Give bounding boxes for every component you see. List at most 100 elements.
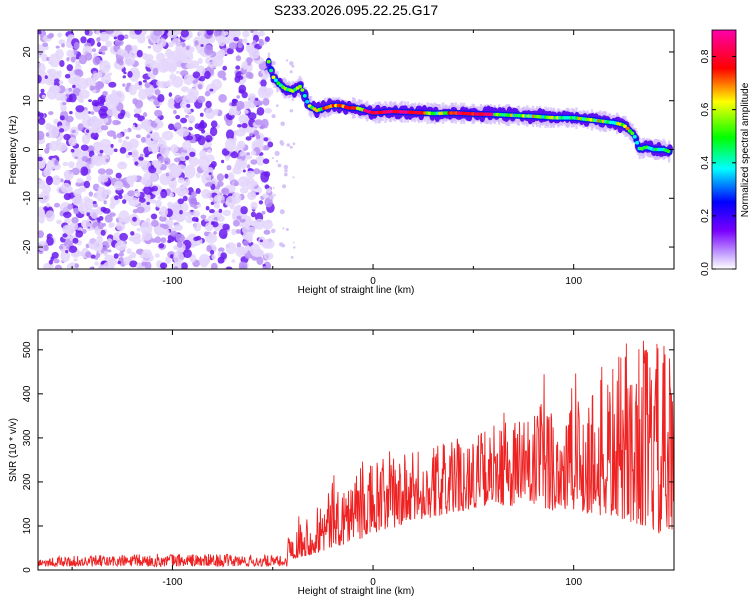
spectrogram-y-label: Frequency (Hz) (8, 116, 19, 185)
noise-blob (225, 201, 230, 206)
noise-blob (54, 85, 59, 91)
noise-blob (196, 202, 200, 205)
spectrogram-y-ticks: -20 -10 0 10 20 (22, 46, 674, 254)
noise-blob (144, 82, 151, 88)
noise-blob (192, 71, 201, 79)
noise-blob (161, 57, 173, 72)
noise-blob (55, 49, 64, 60)
noise-blob (264, 36, 270, 42)
noise-blob (149, 173, 159, 183)
noise-blob (68, 161, 75, 169)
noise-blob (48, 60, 54, 65)
noise-blob (239, 218, 246, 223)
noise-blob (72, 84, 76, 89)
noise-blob (113, 148, 118, 153)
noise-blob (95, 188, 99, 191)
noise-blob (221, 159, 225, 164)
noise-blob (161, 189, 166, 192)
noise-blob (247, 112, 257, 120)
noise-blob (234, 75, 241, 83)
noise-blob (68, 93, 77, 103)
noise-blob (68, 87, 72, 92)
noise-blob (74, 156, 79, 160)
noise-blob (160, 237, 167, 244)
noise-blob (105, 40, 112, 48)
noise-blob (239, 187, 249, 194)
noise-blob (143, 112, 148, 118)
noise-blob (90, 132, 99, 140)
noise-blob (92, 240, 104, 252)
noise-blob (204, 70, 211, 80)
noise-blob (118, 194, 123, 200)
noise-blob (228, 115, 232, 120)
noise-blob (38, 30, 42, 35)
noise-blob (210, 262, 218, 269)
noise-blob (236, 95, 240, 99)
colorbar-tick-label: 0.8 (700, 49, 711, 63)
noise-blob (199, 112, 204, 117)
noise-blob (97, 96, 106, 104)
noise-blob (117, 34, 125, 41)
noise-blob (98, 216, 104, 221)
noise-blob (218, 208, 223, 213)
snr-y-label: SNR (10 * v/v) (8, 418, 19, 482)
noise-blob (261, 118, 269, 129)
noise-blob (104, 189, 112, 196)
noise-blob (54, 264, 62, 269)
noise-blob (92, 89, 97, 94)
noise-blob (255, 155, 265, 166)
noise-blob (262, 158, 270, 164)
noise-blob (92, 200, 97, 205)
noise-blob (142, 79, 147, 83)
noise-blob (93, 141, 102, 149)
noise-blob (279, 209, 285, 215)
noise-blob (177, 190, 185, 197)
noise-blob (45, 175, 54, 186)
noise-blob (72, 87, 81, 96)
noise-blob (88, 99, 92, 102)
noise-blob (64, 225, 75, 236)
noise-blob (105, 30, 114, 35)
noise-blob (289, 109, 294, 113)
noise-blob (207, 149, 212, 153)
noise-blob (181, 42, 186, 48)
noise-blob (144, 153, 149, 158)
colorbar-tick-label: 0.2 (700, 209, 711, 223)
noise-blob (217, 35, 227, 47)
noise-blob (149, 187, 155, 192)
colorbar-label: Normalized spectral amplitude (740, 82, 750, 217)
noise-blob (116, 121, 121, 125)
noise-blob (291, 64, 295, 68)
noise-blob (154, 236, 162, 244)
noise-blob (258, 40, 264, 47)
noise-blob (114, 39, 124, 47)
noise-blob (245, 152, 251, 156)
noise-blob (247, 44, 252, 50)
snr-y-ticks: 0 100 200 300 400 500 (22, 341, 674, 573)
noise-blob (45, 132, 50, 137)
noise-blob (244, 117, 250, 122)
noise-blob (109, 212, 116, 217)
y-tick-label: -10 (22, 191, 33, 206)
noise-blob (105, 168, 114, 175)
noise-blob (110, 143, 114, 148)
noise-blob (75, 230, 84, 238)
noise-blob (183, 249, 192, 259)
noise-blob (200, 119, 205, 125)
noise-blob (129, 260, 138, 268)
noise-blob (248, 93, 256, 100)
noise-blob (126, 82, 131, 87)
noise-blob (167, 239, 172, 244)
noise-blob (145, 218, 151, 222)
noise-blob (246, 155, 253, 160)
noise-blob (38, 47, 42, 55)
noise-blob (152, 67, 159, 76)
noise-blob (132, 216, 137, 222)
noise-blob (226, 47, 234, 55)
noise-blob (40, 199, 46, 204)
noise-blob (102, 91, 108, 96)
noise-blob (200, 214, 207, 220)
noise-blob (169, 192, 174, 198)
noise-blob (231, 192, 242, 204)
